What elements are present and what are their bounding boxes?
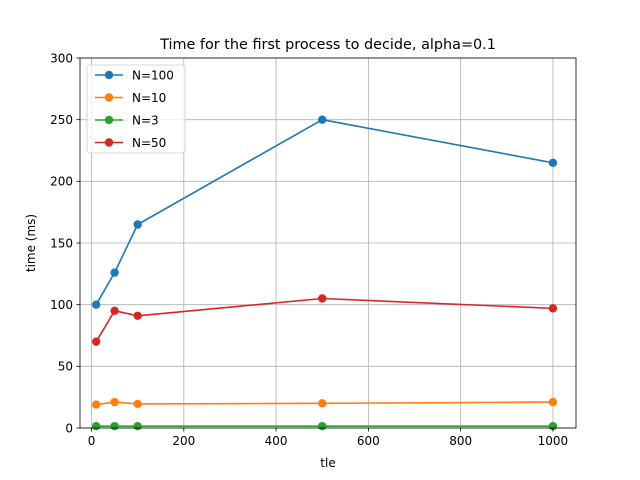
legend-box (86, 64, 186, 154)
x-tick-label: 200 (172, 434, 195, 448)
data-point-n-10 (318, 399, 327, 408)
y-tick-label: 250 (50, 113, 73, 127)
data-point-n-3 (91, 421, 101, 431)
ticks: 0 200 400 600 800 1000 0 50 100 150 200 250 300 (50, 51, 568, 448)
data-point-n-50 (548, 304, 558, 313)
y-axis-label: time (ms) (24, 214, 38, 272)
y-tick-label: 300 (50, 51, 73, 65)
y-tick-label: 100 (50, 298, 73, 312)
data-point-n-100 (91, 300, 101, 309)
data-point-n-50 (318, 294, 327, 303)
data-point-n-50 (110, 306, 119, 316)
series-n-100 (91, 115, 558, 309)
legend-marker-n-3 (104, 115, 114, 125)
data-point-n-3 (133, 421, 142, 431)
x-tick-label: 400 (265, 434, 288, 448)
chart-title: Time for the first process to decide, al… (159, 37, 496, 53)
data-point-n-100 (318, 115, 327, 124)
series-n-10 (91, 397, 558, 409)
data-point-n-10 (548, 397, 558, 407)
data-point-n-100 (133, 220, 142, 229)
x-tick-label: 0 (88, 434, 96, 448)
legend-marker-n-100 (104, 70, 114, 80)
y-tick-label: 200 (50, 175, 73, 189)
legend-label-n-3: N=3 (132, 113, 159, 127)
y-tick-label: 50 (58, 360, 73, 374)
legend-marker-n-10 (104, 93, 114, 102)
x-tick-label: 800 (449, 434, 472, 448)
data-point-n-100 (548, 158, 558, 168)
legend-label-n-10: N=10 (132, 91, 166, 105)
legend-marker-n-50 (104, 138, 114, 147)
y-tick-label: 150 (50, 236, 73, 250)
data-point-n-10 (110, 397, 119, 407)
x-tick-label: 1000 (538, 434, 569, 448)
legend: N=100 N=10 N=3 N=50 (86, 64, 186, 154)
data-point-n-10 (91, 400, 101, 409)
legend-label-n-100: N=100 (132, 68, 174, 82)
data-point-n-50 (91, 337, 101, 346)
data-point-n-10 (133, 399, 142, 409)
data-point-n-100 (110, 268, 119, 277)
series-n-50 (91, 294, 558, 346)
x-tick-label: 600 (357, 434, 380, 448)
legend-label-n-50: N=50 (132, 136, 166, 150)
y-tick-label: 0 (65, 421, 73, 435)
data-point-n-3 (318, 421, 327, 431)
data-point-n-50 (133, 311, 142, 320)
data-point-n-3 (110, 421, 119, 431)
x-axis-label: tle (320, 456, 335, 470)
